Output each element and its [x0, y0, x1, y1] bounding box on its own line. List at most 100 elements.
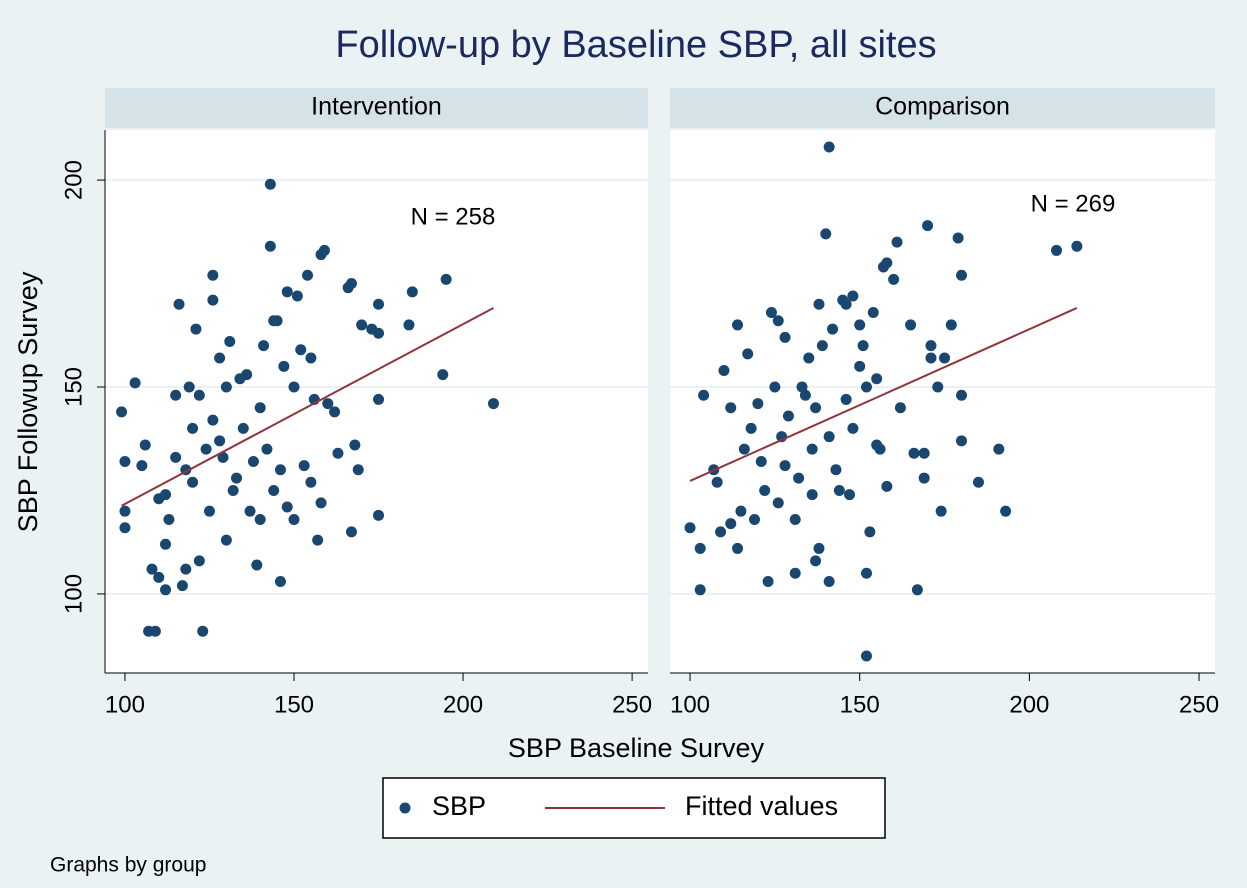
point: [247, 456, 259, 468]
point: [816, 340, 828, 352]
point: [806, 443, 818, 455]
point: [769, 381, 781, 393]
point: [881, 480, 893, 492]
point: [874, 443, 886, 455]
point: [220, 534, 232, 546]
point: [718, 364, 730, 376]
point: [139, 439, 151, 451]
point: [220, 381, 232, 393]
x-tick-label: 150: [274, 691, 314, 718]
point: [119, 522, 131, 534]
fit-line: [689, 307, 1078, 482]
point: [406, 286, 418, 298]
point: [694, 584, 706, 596]
point: [752, 398, 764, 410]
point: [762, 576, 774, 588]
point: [274, 464, 286, 476]
point: [694, 542, 706, 554]
point: [254, 402, 266, 414]
x-axis-label: SBP Baseline Survey: [508, 733, 765, 763]
annotation: N = 269: [1031, 190, 1116, 217]
point: [119, 456, 131, 468]
point: [698, 389, 710, 401]
point: [271, 315, 283, 327]
point: [214, 435, 226, 447]
point: [173, 298, 185, 310]
point: [830, 464, 842, 476]
point: [840, 393, 852, 405]
point: [745, 422, 757, 434]
point: [684, 522, 696, 534]
point: [956, 435, 968, 447]
point: [844, 489, 856, 501]
point: [715, 526, 727, 538]
point: [860, 650, 872, 662]
panel-header: [105, 88, 648, 128]
point: [170, 389, 182, 401]
x-tick-label: 250: [612, 691, 652, 718]
point: [823, 431, 835, 443]
point: [251, 559, 263, 571]
point: [823, 141, 835, 153]
point: [231, 472, 243, 484]
point: [779, 331, 791, 343]
point: [820, 228, 832, 240]
point: [318, 244, 330, 256]
point: [908, 447, 920, 459]
y-tick-label: 100: [60, 574, 87, 614]
point: [203, 505, 215, 517]
point: [793, 472, 805, 484]
point: [190, 323, 202, 335]
point: [254, 513, 266, 525]
point: [258, 340, 270, 352]
point: [373, 327, 385, 339]
x-tick-label: 200: [1009, 691, 1049, 718]
point: [288, 513, 300, 525]
point: [782, 410, 794, 422]
point: [153, 571, 165, 583]
point: [312, 534, 324, 546]
point: [810, 402, 822, 414]
point: [827, 323, 839, 335]
point: [779, 460, 791, 472]
point: [244, 505, 256, 517]
point: [732, 319, 744, 331]
point: [298, 460, 310, 472]
point: [160, 538, 172, 550]
point: [725, 402, 737, 414]
point: [217, 451, 229, 463]
point: [748, 513, 760, 525]
point: [772, 315, 784, 327]
point: [789, 567, 801, 579]
point: [918, 447, 930, 459]
point: [373, 298, 385, 310]
point: [437, 369, 449, 381]
point: [295, 344, 307, 356]
point: [352, 464, 364, 476]
point: [305, 476, 317, 488]
point: [200, 443, 212, 455]
point: [939, 352, 951, 364]
point: [847, 422, 859, 434]
point: [349, 439, 361, 451]
point: [187, 476, 199, 488]
point: [956, 269, 968, 281]
point: [860, 567, 872, 579]
panel-header: [670, 88, 1215, 128]
point: [1051, 244, 1063, 256]
point: [403, 319, 415, 331]
chart-title: Follow-up by Baseline SBP, all sites: [335, 24, 936, 66]
point: [149, 625, 161, 637]
point: [956, 389, 968, 401]
point: [796, 381, 808, 393]
point: [854, 319, 866, 331]
point: [322, 398, 334, 410]
point: [813, 298, 825, 310]
point: [847, 290, 859, 302]
point: [274, 576, 286, 588]
point: [755, 456, 767, 468]
point: [288, 381, 300, 393]
point: [823, 576, 835, 588]
